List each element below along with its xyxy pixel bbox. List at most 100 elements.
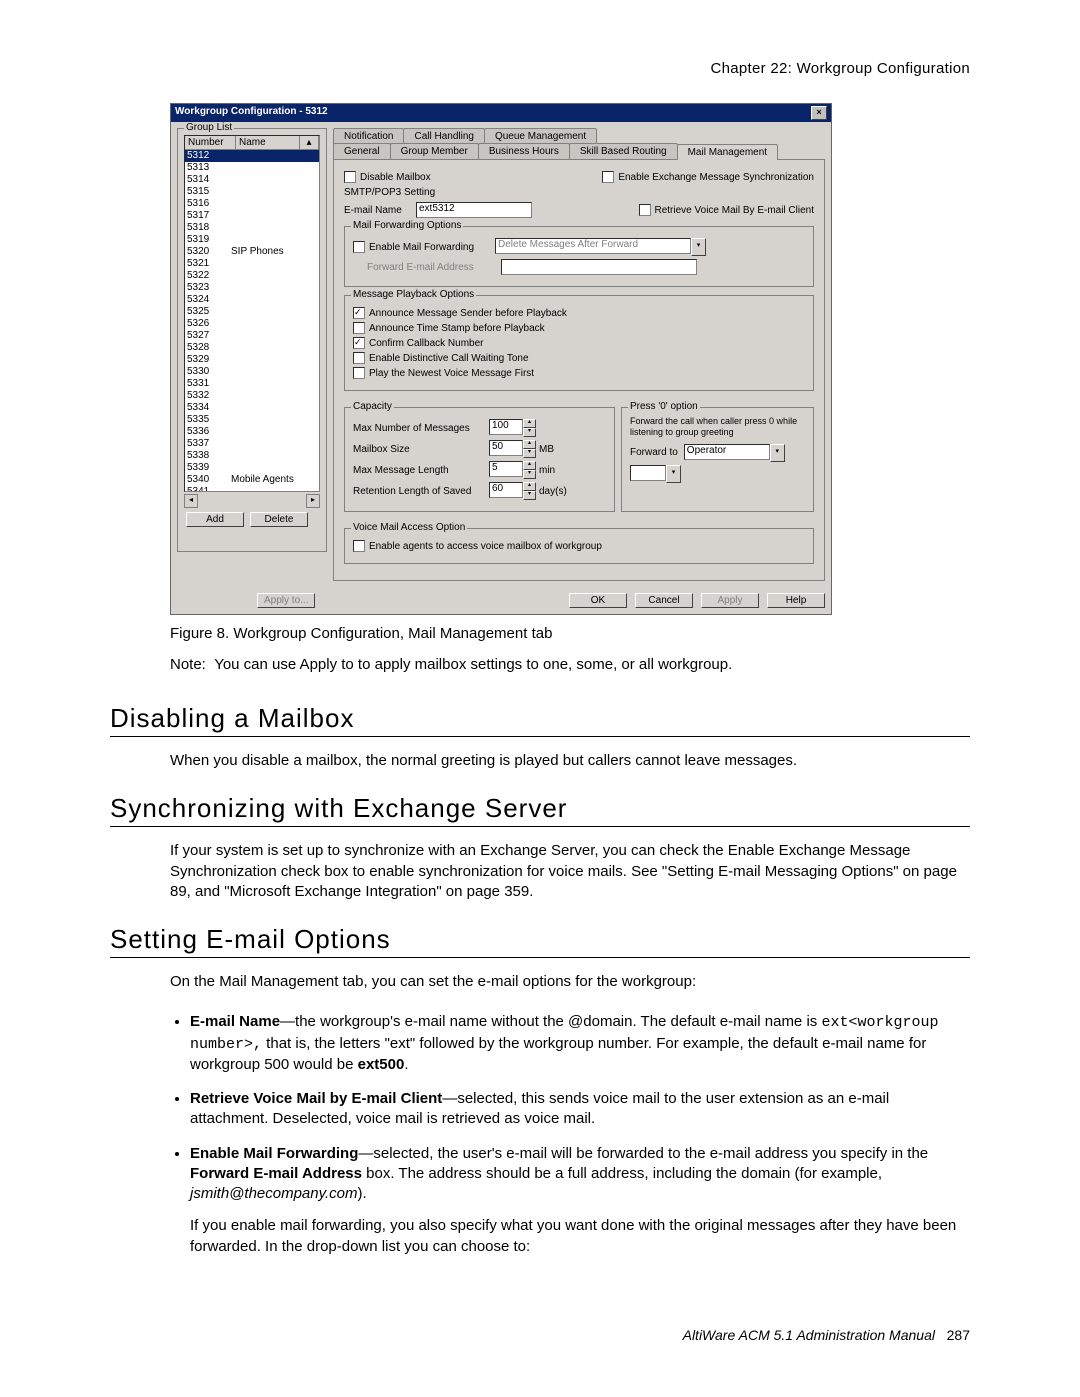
cap4-label: Retention Length of Saved (353, 486, 483, 497)
table-row[interactable]: 5339 (185, 462, 319, 474)
delete-after-dropdown[interactable]: Delete Messages After Forward (495, 238, 691, 254)
cap2-field[interactable]: 50 (489, 440, 523, 456)
disable-mailbox-checkbox[interactable] (344, 171, 356, 183)
note-text: Note: You can use Apply to to apply mail… (170, 656, 970, 673)
tab[interactable]: Skill Based Routing (569, 143, 678, 159)
table-row[interactable]: 5321 (185, 258, 319, 270)
vm-access-checkbox[interactable] (353, 540, 365, 552)
spin-down-icon[interactable]: ▾ (523, 449, 536, 458)
table-row[interactable]: 5326 (185, 318, 319, 330)
table-row[interactable]: 5330 (185, 366, 319, 378)
close-icon[interactable]: × (811, 106, 827, 120)
chevron-down-icon[interactable]: ▾ (666, 465, 681, 483)
tab[interactable]: Call Handling (403, 128, 484, 144)
table-row[interactable]: 5322 (185, 270, 319, 282)
cap3-field[interactable]: 5 (489, 461, 523, 477)
add-button[interactable]: Add (186, 512, 244, 527)
cap4-field[interactable]: 60 (489, 482, 523, 498)
table-row[interactable]: 5324 (185, 294, 319, 306)
forward-to-dropdown[interactable]: Operator (684, 444, 770, 460)
table-row[interactable]: 5336 (185, 426, 319, 438)
tab[interactable]: Queue Management (484, 128, 597, 144)
table-row[interactable]: 5341 (185, 486, 319, 492)
group-listbox[interactable]: Number Name ▴ 53125313531453155316531753… (184, 135, 320, 492)
table-row[interactable]: 5315 (185, 186, 319, 198)
dialog-title: Workgroup Configuration - 5312 (175, 106, 328, 120)
section-rule (110, 736, 970, 737)
capacity-title: Capacity (351, 401, 394, 412)
page-footer: AltiWare ACM 5.1 Administration Manual 2… (110, 1327, 970, 1343)
pb5-label: Play the Newest Voice Message First (369, 368, 534, 379)
tab[interactable]: Group Member (390, 143, 479, 159)
table-row[interactable]: 5318 (185, 222, 319, 234)
spin-up-icon[interactable]: ▴ (523, 419, 536, 428)
pb2-checkbox[interactable] (353, 322, 365, 334)
section-heading: Disabling a Mailbox (110, 703, 970, 734)
table-row[interactable]: 5316 (185, 198, 319, 210)
chevron-down-icon[interactable]: ▾ (770, 444, 785, 462)
apply-button[interactable]: Apply (701, 593, 759, 608)
list-item: Enable Mail Forwarding—selected, the use… (190, 1144, 970, 1257)
disable-mailbox-label: Disable Mailbox (360, 172, 431, 183)
exchange-sync-checkbox[interactable] (602, 171, 614, 183)
section-heading: Synchronizing with Exchange Server (110, 793, 970, 824)
spin-down-icon[interactable]: ▾ (523, 470, 536, 479)
table-row[interactable]: 5323 (185, 282, 319, 294)
tab[interactable]: Notification (333, 128, 404, 144)
spin-up-icon[interactable]: ▴ (523, 440, 536, 449)
pb3-checkbox[interactable] (353, 337, 365, 349)
cap2-unit: MB (539, 444, 554, 455)
table-row[interactable]: 5335 (185, 414, 319, 426)
forward-addr-field[interactable] (501, 259, 697, 275)
forward-to-sub[interactable] (630, 465, 666, 481)
pb5-checkbox[interactable] (353, 367, 365, 379)
scroll-left-icon[interactable]: ◂ (184, 494, 198, 508)
dialog-titlebar: Workgroup Configuration - 5312 × (171, 104, 831, 122)
email-name-field[interactable]: ext5312 (416, 202, 532, 218)
retrieve-vm-checkbox[interactable] (639, 204, 651, 216)
table-row[interactable]: 5327 (185, 330, 319, 342)
help-button[interactable]: Help (767, 593, 825, 608)
delete-button[interactable]: Delete (250, 512, 308, 527)
enable-forwarding-checkbox[interactable] (353, 241, 365, 253)
table-row[interactable]: 5329 (185, 354, 319, 366)
tab[interactable]: General (333, 143, 391, 159)
cancel-button[interactable]: Cancel (635, 593, 693, 608)
table-row[interactable]: 5313 (185, 162, 319, 174)
scroll-up-icon[interactable]: ▴ (300, 136, 319, 149)
table-row[interactable]: 5337 (185, 438, 319, 450)
col-number: Number (185, 136, 236, 149)
apply-to-button[interactable]: Apply to... (257, 593, 315, 608)
list-item: E-mail Name—the workgroup's e-mail name … (190, 1012, 970, 1075)
spin-down-icon[interactable]: ▾ (523, 428, 536, 437)
spin-up-icon[interactable]: ▴ (523, 461, 536, 470)
scroll-right-icon[interactable]: ▸ (306, 494, 320, 508)
chevron-down-icon[interactable]: ▾ (691, 238, 706, 256)
spin-down-icon[interactable]: ▾ (523, 491, 536, 500)
section-rule (110, 957, 970, 958)
table-row[interactable]: 5332 (185, 390, 319, 402)
tab[interactable]: Mail Management (677, 144, 778, 160)
forward-addr-label: Forward E-mail Address (367, 262, 495, 273)
table-row[interactable]: 5331 (185, 378, 319, 390)
table-row[interactable]: 5328 (185, 342, 319, 354)
table-row[interactable]: 5338 (185, 450, 319, 462)
table-row[interactable]: 5334 (185, 402, 319, 414)
ok-button[interactable]: OK (569, 593, 627, 608)
forward-to-label: Forward to (630, 447, 678, 458)
table-row[interactable]: 5314 (185, 174, 319, 186)
table-row[interactable]: 5340Mobile Agents (185, 474, 319, 486)
pb4-label: Enable Distinctive Call Waiting Tone (369, 353, 529, 364)
table-row[interactable]: 5320SIP Phones (185, 246, 319, 258)
pb1-checkbox[interactable] (353, 307, 365, 319)
section3-intro: On the Mail Management tab, you can set … (170, 972, 970, 992)
table-row[interactable]: 5317 (185, 210, 319, 222)
table-row[interactable]: 5325 (185, 306, 319, 318)
tab[interactable]: Business Hours (478, 143, 570, 159)
spin-up-icon[interactable]: ▴ (523, 482, 536, 491)
table-row[interactable]: 5319 (185, 234, 319, 246)
cap1-field[interactable]: 100 (489, 419, 523, 435)
enable-forwarding-label: Enable Mail Forwarding (369, 242, 489, 253)
table-row[interactable]: 5312 (185, 150, 319, 162)
pb4-checkbox[interactable] (353, 352, 365, 364)
